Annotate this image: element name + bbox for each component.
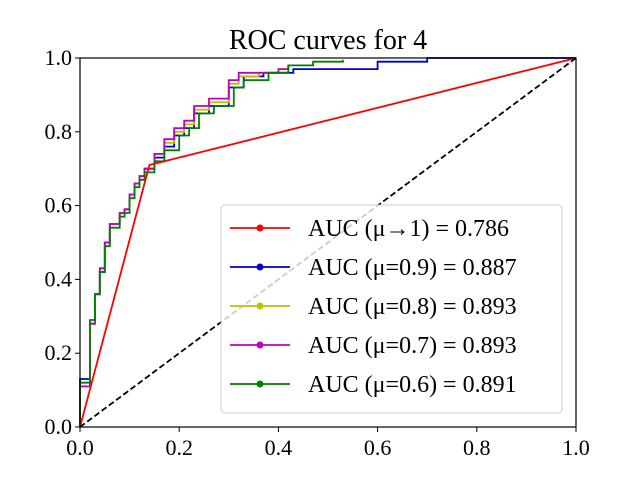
legend-marker-2 [256, 263, 264, 271]
x-tick-label: 0.8 [463, 435, 491, 460]
x-tick-label: 0.4 [265, 435, 293, 460]
x-axis: 0.0 0.2 0.4 0.6 0.8 1.0 [66, 427, 590, 460]
legend-marker-3 [256, 302, 264, 310]
y-tick-label: 0.2 [45, 340, 73, 365]
series-line-5 [79, 59, 344, 427]
x-tick-label: 0.2 [165, 435, 193, 460]
legend: AUC (μ→1) = 0.786 AUC (μ=0.9) = 0.887 AUC … [220, 204, 563, 414]
y-tick-label: 0.4 [45, 266, 73, 291]
axes-frame [79, 57, 577, 428]
legend-marker-4 [256, 341, 264, 349]
chart-title: ROC curves for 4 [229, 25, 427, 56]
legend-marker-1 [256, 224, 264, 232]
x-tick-label: 0.6 [364, 435, 392, 460]
y-tick-label: 0.6 [45, 193, 73, 218]
y-tick-label: 0.8 [45, 119, 73, 144]
legend-box [220, 204, 563, 414]
series-layer [79, 57, 577, 428]
legend-label-2: AUC (μ=0.9) = 0.887 [308, 255, 517, 281]
legend-marker-5 [256, 380, 264, 388]
y-axis: 0.0 0.2 0.4 0.6 0.8 1.0 [45, 45, 80, 439]
legend-label-3: AUC (μ=0.8) = 0.893 [308, 294, 517, 320]
y-tick-label: 0.0 [45, 414, 73, 439]
y-tick-label: 1.0 [45, 45, 73, 70]
legend-label-1: AUC (μ→1) = 0.786 [308, 216, 509, 242]
series-line-1 [79, 57, 577, 428]
legend-entries: AUC (μ→1) = 0.786 AUC (μ=0.9) = 0.887 AUC … [230, 216, 517, 398]
legend-label-4: AUC (μ=0.7) = 0.893 [308, 333, 517, 359]
x-tick-label: 0.0 [66, 435, 94, 460]
x-tick-label: 1.0 [562, 435, 590, 460]
legend-label-5: AUC (μ=0.6) = 0.891 [308, 372, 517, 398]
